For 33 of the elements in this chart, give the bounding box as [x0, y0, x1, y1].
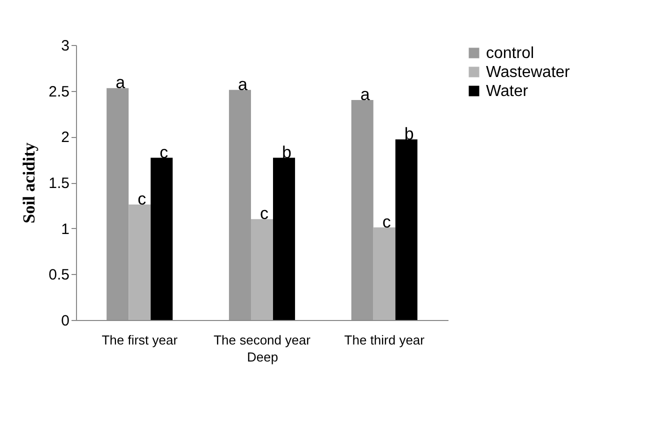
bar [351, 100, 374, 320]
bar [373, 227, 396, 320]
bar [106, 88, 129, 320]
x-tick-label: The third year [344, 332, 426, 348]
legend-label: Water [486, 83, 529, 100]
bar [150, 158, 173, 320]
y-tick-label: 0.5 [48, 266, 70, 284]
y-axis-title: Soil acidity [20, 142, 39, 224]
legend-label: control [486, 45, 534, 62]
x-axis-title: Deep [246, 350, 278, 364]
bar [228, 90, 251, 320]
data-label: c [382, 212, 392, 232]
bar [273, 158, 296, 320]
data-label: b [282, 142, 292, 162]
y-tick-label: 1 [61, 220, 70, 238]
data-label: c [138, 190, 147, 208]
y-tick-label: 2.5 [48, 83, 70, 100]
data-label: a [238, 74, 248, 94]
bar [395, 139, 418, 320]
y-tick-label: 1.5 [48, 175, 70, 192]
y-tick-label: 3 [61, 38, 70, 54]
data-label: c [160, 142, 169, 162]
y-tick-label: 2 [61, 129, 70, 146]
data-label: a [360, 85, 370, 104]
data-label: c [260, 204, 269, 224]
data-label: b [404, 124, 414, 144]
x-tick-label: The second year [214, 332, 312, 348]
y-tick-label: 0 [61, 312, 70, 330]
bar [250, 219, 274, 320]
legend-label: Wastewater [486, 64, 571, 81]
data-label: a [116, 73, 126, 92]
bar [128, 204, 151, 320]
x-tick-label: The first year [102, 332, 178, 348]
